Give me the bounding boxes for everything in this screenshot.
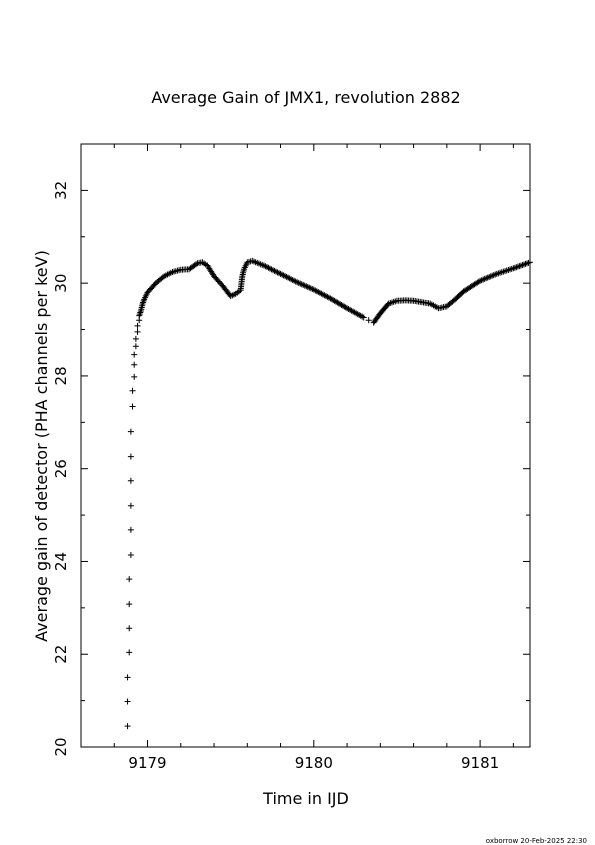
data-points — [124, 257, 533, 730]
data-point — [365, 317, 372, 324]
data-point — [137, 309, 144, 316]
data-point — [126, 625, 133, 632]
y-tick-label: 22 — [52, 645, 70, 664]
data-point — [126, 649, 133, 656]
data-point — [129, 387, 136, 394]
data-point — [134, 328, 141, 335]
y-tick-label: 30 — [52, 274, 70, 293]
data-point — [132, 335, 139, 342]
chart-title: Average Gain of JMX1, revolution 2882 — [151, 88, 460, 107]
x-axis-label: Time in IJD — [262, 789, 349, 808]
x-axis-ticks: 9179 9180 9181 — [80, 144, 514, 772]
data-point — [129, 403, 136, 410]
data-point — [360, 314, 367, 321]
data-point — [134, 322, 141, 329]
data-point — [131, 351, 138, 358]
data-point — [159, 274, 166, 281]
data-point — [124, 698, 131, 705]
x-tick-label: 9179 — [128, 754, 166, 772]
x-tick-label: 9180 — [295, 754, 333, 772]
y-tick-label: 24 — [52, 552, 70, 571]
data-point — [132, 343, 139, 350]
data-point — [527, 259, 533, 266]
data-point — [131, 361, 138, 368]
y-tick-label: 26 — [52, 459, 70, 478]
data-point — [127, 502, 134, 509]
data-point — [136, 311, 143, 318]
data-point — [131, 373, 138, 380]
data-point — [124, 723, 131, 730]
data-point — [127, 453, 134, 460]
data-point — [127, 477, 134, 484]
data-point — [124, 674, 131, 681]
y-tick-label: 28 — [52, 366, 70, 385]
y-axis-label: Average gain of detector (PHA channels p… — [32, 250, 51, 642]
data-point — [127, 526, 134, 533]
data-point — [126, 601, 133, 608]
x-tick-label: 9181 — [461, 754, 499, 772]
data-point — [193, 261, 200, 268]
data-point — [127, 428, 134, 435]
y-tick-label: 20 — [52, 737, 70, 756]
data-point — [127, 551, 134, 558]
data-point — [126, 576, 133, 583]
y-axis-ticks: 20 22 24 26 28 30 32 — [52, 181, 530, 757]
plot-frame — [80, 143, 531, 748]
footer-stamp: oxborrow 20-Feb-2025 22:30 — [485, 837, 587, 845]
y-tick-label: 32 — [52, 181, 70, 200]
